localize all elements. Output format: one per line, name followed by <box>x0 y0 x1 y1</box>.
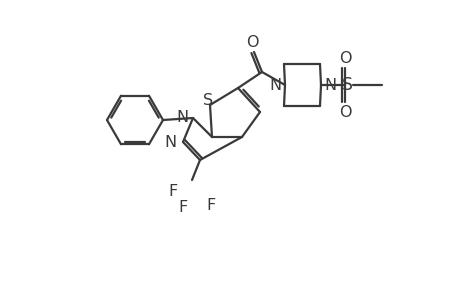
Text: F: F <box>178 200 187 214</box>
Text: S: S <box>341 76 352 94</box>
Text: F: F <box>168 184 177 200</box>
Text: O: O <box>245 34 257 50</box>
Text: O: O <box>338 50 351 65</box>
Text: N: N <box>164 134 177 149</box>
Text: S: S <box>202 92 213 107</box>
Text: F: F <box>206 197 215 212</box>
Text: O: O <box>338 104 351 119</box>
Text: N: N <box>269 77 281 92</box>
Text: N: N <box>177 110 189 124</box>
Text: N: N <box>323 77 336 92</box>
